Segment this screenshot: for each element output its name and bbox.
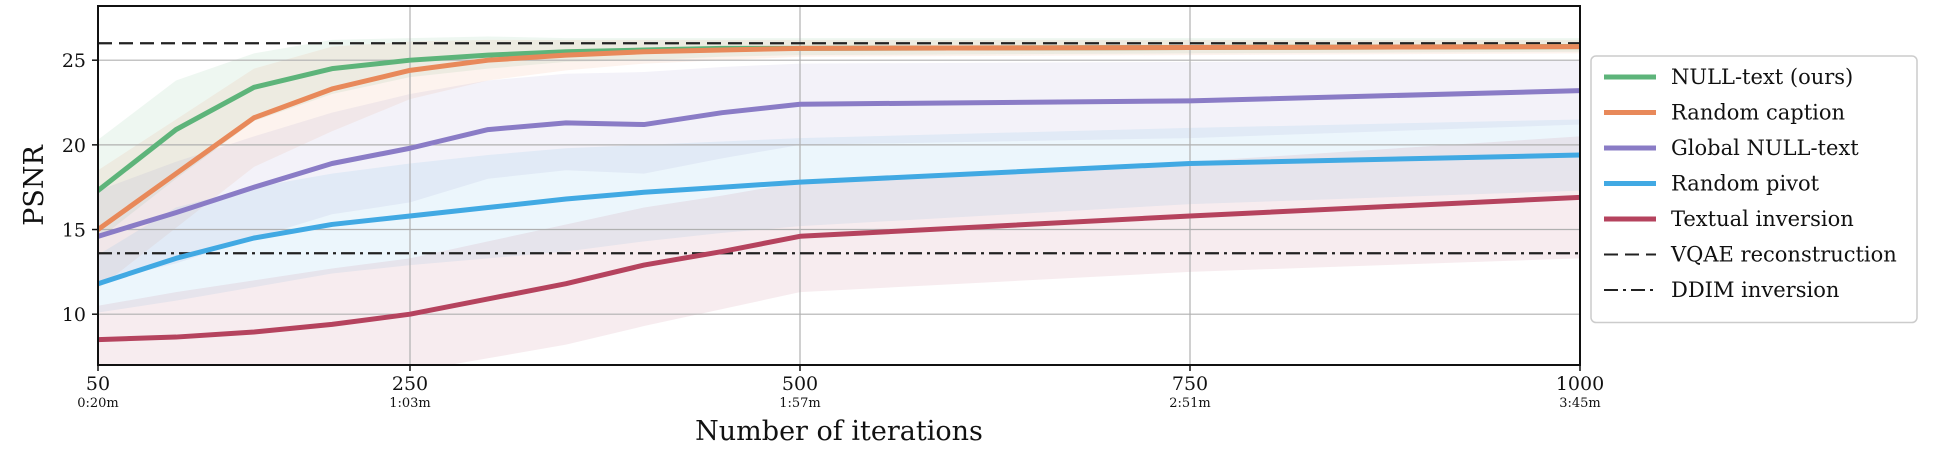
legend-label-5: Textual inversion bbox=[1671, 207, 1854, 231]
x-tick-sublabel-5: 3:45m bbox=[1559, 396, 1601, 411]
x-axis-title: Number of iterations bbox=[695, 416, 983, 447]
series-line-2 bbox=[98, 44, 1580, 233]
y-axis-title: PSNR bbox=[19, 145, 50, 226]
x-tick-label-3: 500 bbox=[782, 373, 818, 395]
series-line-4 bbox=[98, 152, 1580, 287]
band-1 bbox=[98, 36, 1580, 240]
legend-label-4: Random pivot bbox=[1671, 172, 1820, 196]
legend-label-1: NULL-text (ours) bbox=[1671, 65, 1853, 89]
band-5 bbox=[98, 136, 1580, 365]
x-tick-sublabel-3: 1:57m bbox=[779, 396, 821, 411]
confidence-bands bbox=[98, 36, 1580, 365]
y-axis-ticks: 10 15 20 25 bbox=[62, 50, 98, 326]
reference-lines bbox=[98, 42, 1580, 255]
x-tick-label-2: 250 bbox=[392, 373, 428, 395]
series-lines bbox=[98, 44, 1580, 343]
x-tick-sublabel-4: 2:51m bbox=[1169, 396, 1211, 411]
x-tick-label-5: 1000 bbox=[1556, 373, 1604, 395]
legend-box bbox=[1590, 55, 1918, 324]
x-tick-sublabel-2: 1:03m bbox=[389, 396, 431, 411]
legend-label-6: VQAE reconstruction bbox=[1670, 243, 1897, 267]
x-tick-label-1: 50 bbox=[86, 373, 110, 395]
band-3 bbox=[98, 60, 1580, 283]
legend: NULL-text (ours) Random caption Global NUL… bbox=[1590, 55, 1918, 324]
y-tick-label-1: 10 bbox=[62, 304, 86, 326]
legend-label-2: Random caption bbox=[1671, 101, 1845, 125]
series-line-5 bbox=[98, 194, 1580, 343]
x-tick-label-4: 750 bbox=[1172, 373, 1208, 395]
y-tick-label-3: 20 bbox=[62, 135, 86, 157]
legend-items: NULL-text (ours) Random caption Global NUL… bbox=[1604, 65, 1897, 302]
band-4 bbox=[98, 119, 1580, 313]
series-line-3 bbox=[98, 88, 1580, 239]
x-tick-sublabel-1: 0:20m bbox=[77, 396, 119, 411]
y-tick-label-2: 15 bbox=[62, 220, 86, 242]
y-tick-label-4: 25 bbox=[62, 50, 86, 72]
plot-frame bbox=[97, 5, 1581, 366]
grid-lines bbox=[98, 6, 1580, 365]
legend-label-3: Global NULL-text bbox=[1671, 136, 1859, 160]
legend-label-7: DDIM inversion bbox=[1671, 278, 1839, 302]
